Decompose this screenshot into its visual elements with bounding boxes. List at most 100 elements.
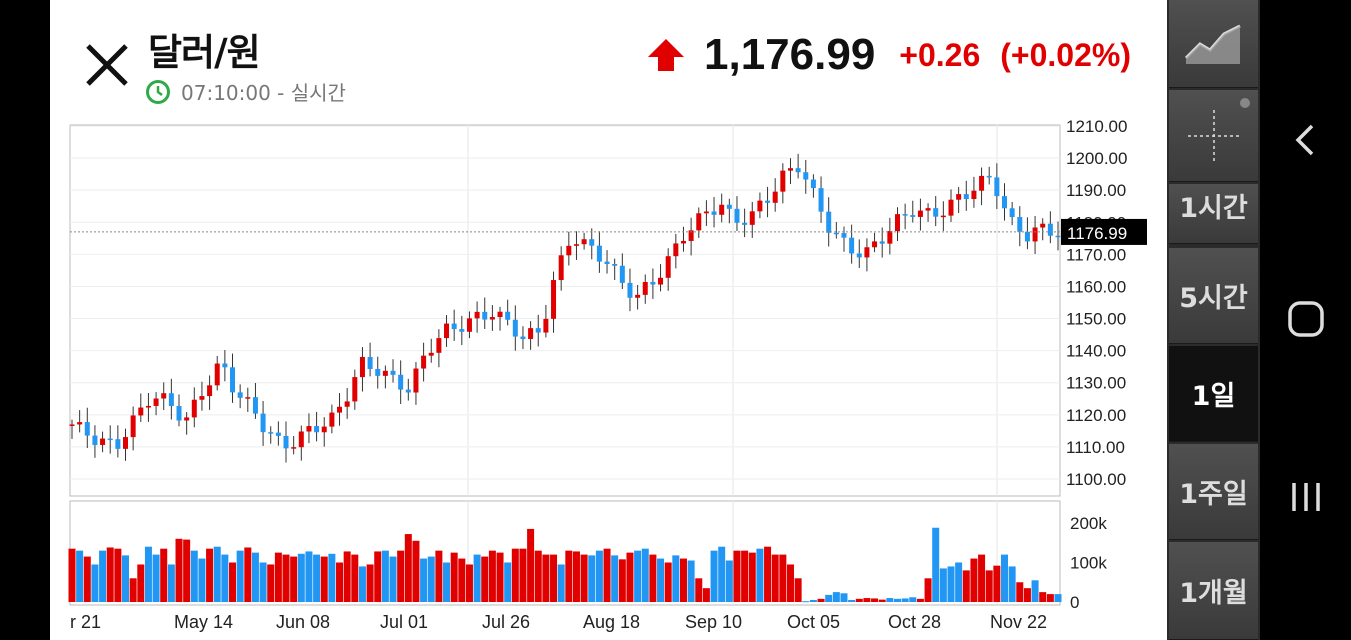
time-row: 07:10:00 - 실시간	[145, 77, 346, 106]
volume-bar	[1000, 554, 1008, 602]
volume-bar	[1008, 566, 1016, 602]
candle-body	[535, 328, 541, 333]
candle-body	[1017, 217, 1023, 232]
candle-body	[237, 392, 243, 398]
volume-bar	[236, 550, 244, 602]
volume-bar	[657, 558, 665, 602]
volume-bar	[901, 598, 909, 602]
volume-bar	[580, 554, 588, 602]
recents-icon[interactable]	[1280, 471, 1332, 523]
timeframe-1d[interactable]: 1일	[1169, 346, 1258, 442]
volume-bar	[588, 555, 596, 602]
chart-type-button[interactable]	[1169, 0, 1258, 88]
volume-bar	[91, 564, 99, 602]
candle-body	[994, 177, 1000, 197]
x-tick-label: Aug 18	[583, 612, 640, 632]
volume-bar	[420, 558, 428, 602]
volume-bar	[534, 550, 542, 602]
volume-bar	[725, 560, 733, 602]
volume-bar	[381, 550, 389, 602]
volume-bar	[473, 554, 481, 602]
volume-bar	[817, 598, 825, 602]
candle-body	[184, 417, 190, 421]
y-tick-label: 1100.00	[1066, 470, 1126, 489]
candle-body	[765, 200, 771, 203]
back-icon[interactable]	[1280, 114, 1332, 166]
candle-body	[658, 277, 664, 285]
candle-body	[856, 253, 862, 258]
volume-bar	[702, 588, 710, 602]
candle-body	[505, 311, 511, 320]
candle-body	[635, 294, 641, 298]
candle-body	[573, 244, 579, 246]
volume-bar	[297, 553, 305, 602]
volume-bar	[916, 598, 924, 602]
candle-body	[466, 318, 472, 332]
candle-body	[833, 232, 839, 235]
candle-body	[230, 367, 236, 393]
volume-bar	[229, 562, 237, 602]
candle-body	[283, 435, 289, 449]
timeframe-1m[interactable]: 1개월	[1169, 542, 1258, 640]
timeframe-1w[interactable]: 1주일	[1169, 444, 1258, 540]
volume-bar	[282, 554, 290, 602]
crosshair-button[interactable]	[1169, 90, 1258, 182]
volume-bar	[290, 556, 298, 602]
candle-body	[390, 370, 396, 375]
volume-bar	[313, 554, 321, 602]
volume-bar	[970, 558, 978, 602]
volume-bar	[496, 552, 504, 602]
candle-body	[77, 422, 83, 425]
volume-bar	[175, 538, 183, 602]
timeframe-5h[interactable]: 5시간	[1169, 248, 1258, 344]
volume-bar	[978, 554, 986, 602]
volume-bar	[611, 555, 619, 602]
volume-bar	[465, 564, 473, 602]
candle-body	[329, 412, 335, 427]
candle-body	[566, 245, 572, 256]
price-change: +0.26	[899, 36, 981, 73]
candle-body	[191, 399, 197, 418]
candle-body	[123, 437, 129, 449]
x-tick-label: Oct 05	[787, 612, 840, 632]
volume-bar	[718, 546, 726, 602]
volume-bar	[825, 594, 833, 602]
volume-bar	[855, 598, 863, 602]
candle-body	[650, 281, 656, 285]
candle-body	[115, 439, 121, 449]
volume-bar	[1031, 580, 1039, 602]
volume-bar	[695, 578, 703, 602]
volume-bar	[993, 565, 1001, 602]
volume-bar	[924, 578, 932, 602]
candle-body	[1024, 231, 1030, 242]
candle-body	[688, 230, 694, 241]
volume-bar	[871, 598, 879, 602]
candle-body	[528, 328, 534, 340]
volume-bar	[565, 550, 573, 602]
candle-body	[474, 311, 480, 319]
candle-body	[1047, 223, 1053, 236]
volume-bar	[137, 564, 145, 602]
volume-bar	[550, 554, 558, 602]
volume-bar	[305, 551, 313, 602]
candle-body	[849, 237, 855, 254]
volume-bar	[848, 600, 856, 602]
y-tick-label: 1200.00	[1066, 149, 1127, 168]
volume-bar	[122, 555, 130, 602]
x-tick-label: Jul 01	[380, 612, 428, 632]
candle-body	[818, 188, 824, 212]
candle-body	[1032, 227, 1038, 242]
volume-tick-label: 100k	[1070, 554, 1107, 573]
volume-bar	[809, 600, 817, 602]
candle-body	[130, 415, 136, 438]
volume-tick-label: 200k	[1070, 514, 1107, 533]
volume-tick-label: 0	[1070, 593, 1079, 612]
volume-bar	[840, 593, 848, 602]
volume-bar	[748, 552, 756, 602]
volume-bar	[152, 554, 160, 602]
home-icon[interactable]	[1280, 293, 1332, 345]
timeframe-1h[interactable]: 1시간	[1169, 184, 1258, 244]
candle-body	[497, 311, 503, 318]
close-icon[interactable]	[82, 40, 132, 90]
price-chart[interactable]: 1210.001200.001190.001180.001170.001160.…	[50, 118, 1167, 640]
